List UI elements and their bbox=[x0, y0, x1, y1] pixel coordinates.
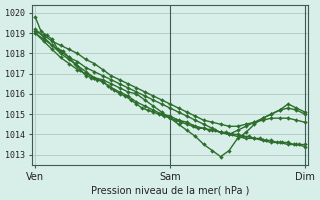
X-axis label: Pression niveau de la mer( hPa ): Pression niveau de la mer( hPa ) bbox=[91, 185, 249, 195]
